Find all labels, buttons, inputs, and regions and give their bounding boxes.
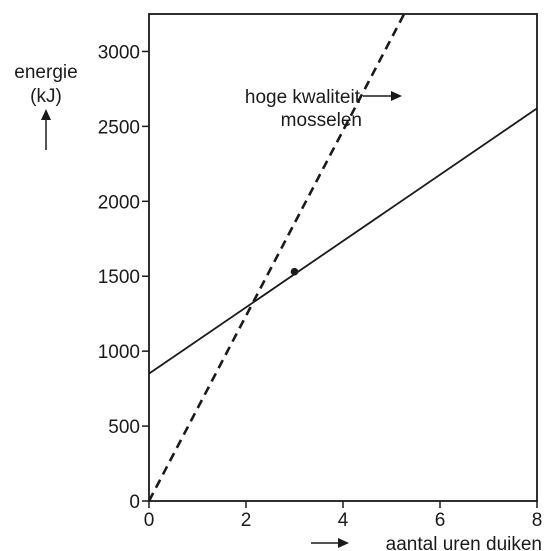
x-axis-arrow-icon <box>311 538 349 548</box>
x-tick-label: 6 <box>435 510 446 531</box>
y-tick-label: 1000 <box>98 342 140 363</box>
y-axis-arrow-icon <box>41 109 51 150</box>
plot-frame <box>148 13 538 502</box>
y-tick-label: 2500 <box>98 117 140 138</box>
y-tick-label: 1500 <box>98 267 140 288</box>
y-tick-label: 500 <box>108 417 140 438</box>
x-tick-label: 8 <box>532 510 543 531</box>
x-tick-label: 2 <box>241 510 252 531</box>
series-label-line1: hoge kwaliteit <box>245 87 361 108</box>
y-axis-label-line2: (kJ) <box>30 86 62 107</box>
series-label-arrow-icon <box>363 91 402 101</box>
y-tick-label: 3000 <box>98 42 140 63</box>
intersection-point <box>290 267 299 276</box>
solid-series-line <box>148 107 538 375</box>
dashed-series-line <box>147 13 406 502</box>
y-tick-label: 2000 <box>98 192 140 213</box>
x-axis-label: aantal uren duiken <box>386 534 542 551</box>
y-tick-label: 0 <box>129 492 140 513</box>
x-tick-label: 4 <box>338 510 349 531</box>
y-axis-label-line1: energie <box>14 62 77 83</box>
series-label-line2: mosselen <box>281 110 362 131</box>
x-tick-label: 0 <box>144 510 155 531</box>
